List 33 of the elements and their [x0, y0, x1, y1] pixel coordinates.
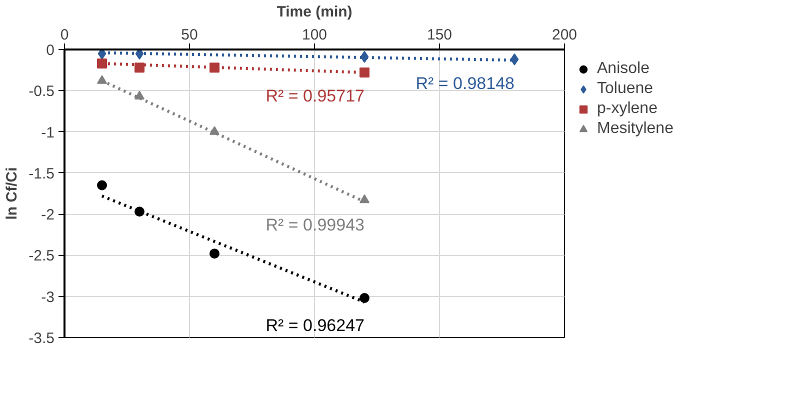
- legend-label: Anisole: [597, 60, 650, 78]
- x-tick-label: 150: [426, 26, 452, 44]
- y-tick-label: -1.5: [28, 165, 55, 182]
- point: [97, 58, 107, 68]
- annotation: R² = 0.96247: [266, 316, 365, 336]
- y-tick-label: -0.5: [28, 83, 55, 100]
- legend-label: Mesitylene: [597, 120, 674, 138]
- point: [210, 248, 220, 259]
- x-tick-label: 100: [302, 26, 328, 44]
- point: [360, 68, 370, 78]
- y-tick-label: -3.5: [28, 330, 55, 347]
- annotation: R² = 0.99943: [266, 216, 365, 235]
- x-tick-label: 200: [552, 26, 578, 44]
- y-tick-label: -2.5: [28, 248, 55, 265]
- point: [134, 62, 144, 73]
- legend-label: Toluene: [597, 80, 654, 98]
- point: [360, 293, 370, 303]
- y-tick-label: -1: [41, 124, 55, 142]
- y-tick-label: 0: [46, 42, 54, 59]
- y-tick-label: -3: [41, 288, 55, 306]
- x-tick-label: 50: [181, 26, 198, 44]
- annotation: R² = 0.95717: [266, 86, 365, 106]
- point: [360, 194, 370, 204]
- point: [97, 180, 107, 190]
- point: [97, 75, 107, 84]
- y-tick-label: -2: [41, 206, 55, 224]
- point: [510, 53, 519, 66]
- point: [135, 50, 144, 60]
- x-axis-title: Time (min): [276, 4, 352, 20]
- y-axis-title: ln Cf/Ci: [4, 167, 21, 220]
- annotation: R² = 0.98148: [416, 74, 515, 94]
- legend-label: p-xylene: [597, 100, 658, 118]
- x-tick-label: 0: [60, 26, 69, 44]
